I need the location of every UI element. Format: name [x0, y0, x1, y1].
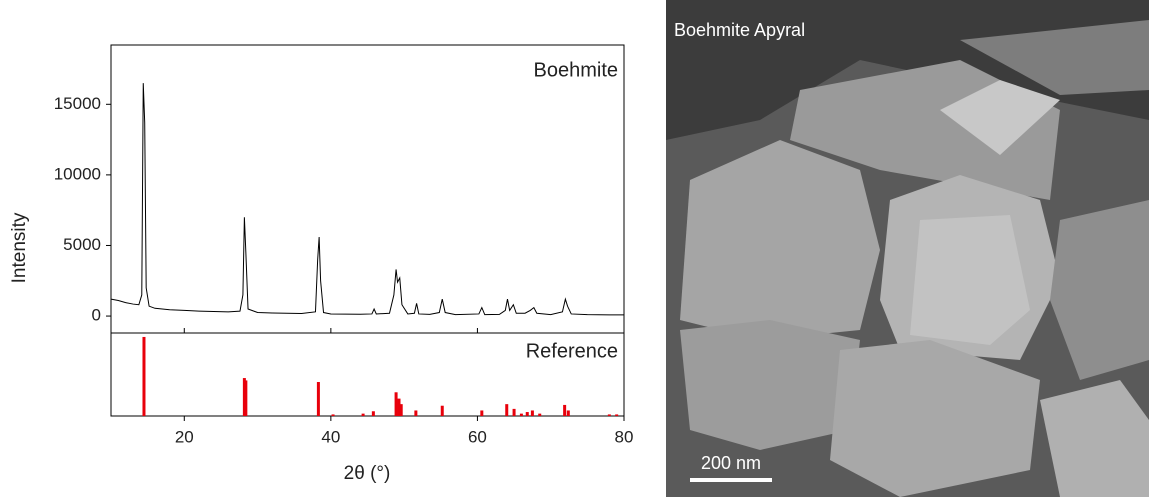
reference-stick	[244, 380, 247, 416]
scale-bar-label: 200 nm	[701, 453, 761, 473]
x-axis-label: 2θ (°)	[344, 463, 391, 484]
x-tick-label: 80	[615, 427, 634, 446]
x-tick-label: 60	[468, 427, 487, 446]
reference-stick	[332, 414, 335, 416]
reference-stick	[372, 411, 375, 416]
reference-stick	[563, 405, 566, 416]
y-tick-label: 5000	[63, 235, 101, 254]
reference-stick	[414, 410, 417, 416]
x-tick-label: 40	[321, 427, 340, 446]
reference-stick	[567, 410, 570, 416]
y-tick-label: 10000	[54, 164, 101, 183]
reference-stick	[480, 410, 483, 416]
reference-stick	[513, 409, 516, 416]
reference-stick	[531, 410, 534, 416]
series-label: Reference	[526, 340, 618, 362]
reference-stick	[615, 414, 618, 416]
reference-stick	[400, 404, 403, 416]
reference-stick	[520, 414, 523, 416]
y-tick-label: 15000	[54, 94, 101, 113]
plot-frame	[111, 45, 624, 333]
reference-stick	[362, 414, 365, 416]
y-tick-label: 0	[92, 306, 101, 325]
image-label: Boehmite Apyral	[674, 20, 805, 40]
sem-image: 200 nm Boehmite Apyral	[666, 0, 1149, 497]
reference-stick	[441, 406, 444, 416]
reference-stick	[317, 382, 320, 416]
reference-stick	[526, 412, 529, 416]
figure: Intensity 2θ (°) 200 nm Boehmite Apyral …	[0, 0, 1149, 497]
data-line	[111, 83, 624, 315]
reference-stick	[395, 392, 398, 416]
reference-stick	[142, 337, 145, 416]
reference-stick	[538, 414, 541, 416]
y-axis-label: Intensity	[9, 212, 30, 283]
reference-stick	[505, 404, 508, 416]
series-label: Boehmite	[534, 59, 619, 81]
reference-stick	[608, 414, 611, 416]
x-tick-label: 20	[175, 427, 194, 446]
